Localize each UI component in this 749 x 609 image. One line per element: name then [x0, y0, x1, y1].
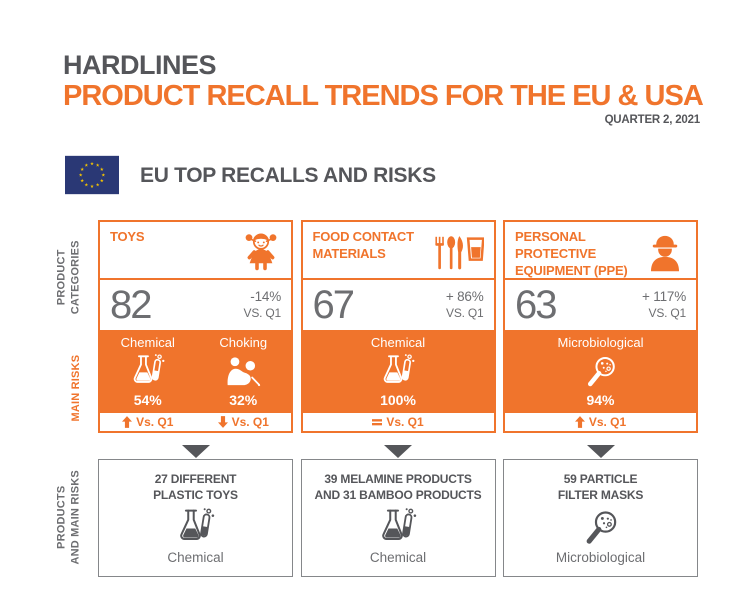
report-quarter: QUARTER 2, 2021	[604, 114, 701, 126]
column-toys: TOYS 82 -14% VS. Q1 Chemical 54%	[98, 220, 293, 577]
product-risk-label: Microbiological	[555, 550, 646, 566]
worker-icon	[644, 232, 686, 272]
trend-band: Vs. Q1	[302, 413, 494, 431]
products-card-toys: 27 DIFFERENT PLASTIC TOYS Chemical	[98, 459, 293, 577]
category-card-toys: TOYS 82 -14% VS. Q1 Chemical 54%	[98, 220, 293, 433]
trend-cell: Vs. Q1	[505, 415, 696, 429]
risk-percent: 100%	[380, 391, 416, 408]
recall-count: 67	[312, 283, 355, 327]
delta-block: -14% VS. Q1	[243, 289, 282, 321]
flask-icon	[379, 353, 417, 391]
row-label-line: AND MAIN RISKS	[70, 470, 82, 565]
doll-icon	[241, 229, 281, 275]
card-stats: 82 -14% VS. Q1	[100, 278, 291, 330]
recall-count: 82	[110, 283, 152, 327]
trend-band: Vs. Q1	[505, 413, 696, 431]
card-head: FOOD CONTACT MATERIALS	[303, 222, 494, 278]
page-title-line1: HARDLINES	[63, 50, 217, 80]
row-label-line: PRODUCTS	[55, 485, 68, 549]
up-arrow-icon	[575, 416, 585, 428]
down-connector-icon	[586, 445, 615, 458]
category-title: TOYS	[110, 229, 145, 244]
product-description: 59 PARTICLE FILTER MASKS	[504, 472, 697, 503]
equals-icon	[372, 416, 382, 428]
product-line: 39 MELAMINE PRODUCTS	[324, 472, 472, 486]
up-arrow-icon	[122, 416, 132, 428]
vs-q1-label: VS. Q1	[648, 305, 687, 320]
vs-q1-label: VS. Q1	[446, 305, 484, 320]
main-risks-block: Chemical 100%	[302, 330, 494, 413]
products-card-food-contact: 39 MELAMINE PRODUCTS AND 31 BAMBOO PRODU…	[300, 459, 496, 577]
card-stats: 63 + 117% VS. Q1	[505, 278, 696, 330]
row-label-products-main-risks: PRODUCTS AND MAIN RISKS	[55, 452, 84, 582]
trend-label: Vs. Q1	[231, 415, 269, 429]
risk-name: Chemical	[370, 335, 426, 350]
trend-label: Vs. Q1	[588, 415, 627, 429]
magnifier-icon	[580, 507, 622, 549]
product-line: 59 PARTICLE	[563, 472, 638, 486]
main-risks-block: Microbiological 94%	[505, 330, 696, 413]
choking-icon	[224, 353, 262, 391]
flask-icon	[129, 353, 167, 391]
page-title-line2: PRODUCT RECALL TRENDS FOR THE EU & USA	[63, 80, 704, 112]
product-risk-label: Chemical	[369, 550, 427, 566]
trend-cell: Vs. Q1	[100, 415, 196, 429]
column-ppe: PERSONAL PROTECTIVE EQUIPMENT (PPE) 63 +…	[503, 220, 698, 577]
main-risks-block: Chemical 54% Choking 32%	[100, 330, 291, 413]
category-card-ppe: PERSONAL PROTECTIVE EQUIPMENT (PPE) 63 +…	[503, 220, 698, 433]
risk-chemical: Chemical 100%	[303, 335, 494, 413]
card-head: PERSONAL PROTECTIVE EQUIPMENT (PPE)	[505, 222, 696, 278]
flask-icon	[175, 507, 217, 549]
down-connector-icon	[384, 445, 412, 458]
vs-q1-label: VS. Q1	[243, 305, 282, 320]
risk-name: Choking	[219, 335, 268, 350]
trend-cell: Vs. Q1	[303, 415, 494, 429]
risk-chemical: Chemical 54%	[100, 335, 196, 413]
products-card-ppe: 59 PARTICLE FILTER MASKS Microbiological	[503, 459, 698, 577]
product-line: PLASTIC TOYS	[153, 487, 238, 502]
down-arrow-icon	[218, 416, 228, 428]
categories-grid: TOYS 82 -14% VS. Q1 Chemical 54%	[98, 220, 698, 577]
magnifier-icon	[582, 353, 620, 391]
recall-count: 63	[515, 283, 557, 327]
delta-value: -14%	[250, 289, 281, 305]
category-title: PERSONAL PROTECTIVE EQUIPMENT (PPE)	[515, 229, 628, 278]
down-connector-icon	[181, 445, 210, 458]
trend-cell: Vs. Q1	[196, 415, 292, 429]
delta-block: + 86% VS. Q1	[446, 289, 484, 321]
risk-percent: 94%	[586, 391, 615, 408]
category-card-food-contact: FOOD CONTACT MATERIALS 67 + 86% VS. Q1 C…	[300, 220, 496, 433]
risk-name: Chemical	[120, 335, 175, 350]
product-description: 39 MELAMINE PRODUCTS AND 31 BAMBOO PRODU…	[302, 472, 495, 503]
trend-band: Vs. Q1 Vs. Q1	[100, 413, 291, 431]
delta-block: + 117% VS. Q1	[642, 289, 686, 321]
product-line: AND 31 BAMBOO PRODUCTS	[314, 487, 482, 502]
card-stats: 67 + 86% VS. Q1	[302, 278, 494, 330]
delta-value: + 86%	[445, 289, 484, 305]
product-description: 27 DIFFERENT PLASTIC TOYS	[99, 472, 292, 503]
flask-icon	[377, 507, 419, 549]
product-risk-label: Chemical	[167, 550, 224, 566]
category-title: FOOD CONTACT MATERIALS	[312, 229, 415, 261]
risk-name: Microbiological	[557, 335, 644, 350]
eu-flag-icon	[65, 155, 119, 195]
cutlery-icon	[431, 231, 484, 275]
trend-label: Vs. Q1	[386, 415, 424, 429]
delta-value: + 117%	[642, 289, 686, 305]
product-line: 27 DIFFERENT	[154, 472, 237, 486]
card-head: TOYS	[100, 222, 291, 278]
risk-microbiological: Microbiological 94%	[505, 335, 696, 413]
risk-percent: 54%	[133, 391, 162, 408]
risk-percent: 32%	[229, 391, 258, 408]
risk-choking: Choking 32%	[196, 335, 292, 413]
row-label-main-risks: MAIN RISKS	[69, 354, 82, 422]
product-line: FILTER MASKS	[557, 487, 644, 502]
trend-label: Vs. Q1	[136, 415, 174, 429]
row-label-line: PRODUCT	[55, 249, 68, 306]
column-food-contact: FOOD CONTACT MATERIALS 67 + 86% VS. Q1 C…	[300, 220, 496, 577]
section-title: EU TOP RECALLS AND RISKS	[140, 164, 436, 187]
